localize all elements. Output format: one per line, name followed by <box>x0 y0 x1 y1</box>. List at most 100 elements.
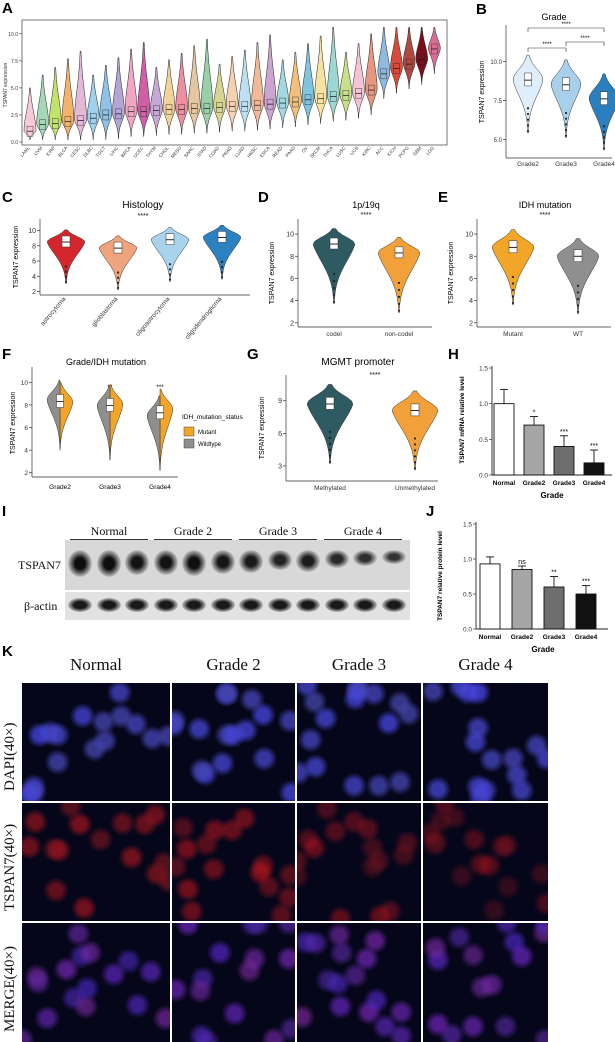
box-methylated <box>325 397 335 410</box>
outlier-point <box>602 141 606 144</box>
y-tick-label: 0.5 <box>463 592 472 599</box>
violin-meso <box>175 53 188 135</box>
split-violin-mutant <box>59 382 74 451</box>
x-tick-label: GBM <box>412 145 423 156</box>
violin-unmethylated <box>391 390 439 471</box>
blot-band-tspan7 <box>125 550 149 575</box>
x-tick-label: KIRP <box>45 145 56 156</box>
x-tick-label: SKCM <box>309 145 321 159</box>
panel-c-ylabel: TSPAN7 expression <box>13 226 20 289</box>
x-tick-label: glioblastoma <box>91 295 120 328</box>
x-tick-label: Grade2 <box>511 634 534 641</box>
panel-a-chart: 0.0 2.5 5.0 7.5 10.0 LAML UVM KIRP BLCA CESC DLBC… <box>3 19 448 159</box>
y-tick-label: 0.0 <box>463 627 472 634</box>
x-tick-label: TGCT <box>95 145 107 158</box>
outlier-point <box>413 449 417 452</box>
violin-glioblastoma <box>99 235 137 291</box>
y-tick-label: 9 <box>278 398 282 405</box>
outlier-point <box>576 291 580 294</box>
blot-band-bactin <box>153 598 178 612</box>
y-tick-label: 0.5 <box>479 437 488 444</box>
y-tick-label: 1.0 <box>463 557 472 564</box>
x-tick-label: COAD <box>208 145 221 159</box>
violin-sarc <box>188 45 201 134</box>
micro-tile <box>297 923 421 1042</box>
box-grade2 <box>524 72 532 87</box>
bar-grade4 <box>583 462 605 476</box>
violin-ucec <box>137 42 150 137</box>
outlier-point <box>64 280 68 283</box>
y-tick-label: 7.5 <box>494 99 503 105</box>
y-tick-label: 4 <box>469 298 473 305</box>
x-tick-label: Grade3 <box>553 480 576 487</box>
outlier-point <box>526 124 530 127</box>
box-glioblastoma <box>113 241 123 254</box>
y-tick-label: 4 <box>24 448 28 455</box>
y-tick-label: 2.5 <box>11 113 18 119</box>
outlier-point <box>168 278 172 281</box>
outlier-point <box>168 268 172 271</box>
panel-g-significance: **** <box>370 372 381 379</box>
split-violin-mutant <box>159 388 174 471</box>
violin-blca <box>61 58 75 141</box>
blot-band-bactin <box>68 598 92 612</box>
panel-j-ylabel: TSPAN7 relative protein level <box>437 531 444 621</box>
outlier-point <box>511 275 515 279</box>
violin-thca <box>327 27 340 122</box>
box-non-codel <box>394 246 404 259</box>
outlier-point <box>220 260 224 263</box>
blot-row-bactin: β-actin <box>24 599 58 613</box>
panel-label-j: J <box>426 503 435 520</box>
x-tick-label: PAAD <box>284 145 296 158</box>
blot-band-tspan7 <box>68 550 92 577</box>
outlier-point <box>397 295 401 298</box>
y-tick-label: 3 <box>278 463 282 470</box>
violin-lgg <box>428 27 441 75</box>
micro-tile <box>297 803 421 921</box>
outlier-point <box>64 265 68 268</box>
outlier-point <box>64 275 68 278</box>
blot-band-bactin <box>296 598 320 612</box>
box-grade4 <box>156 405 164 420</box>
panel-j-xlabel: Grade <box>531 645 555 654</box>
x-tick-label: non-codel <box>385 331 414 338</box>
y-tick-label: 10 <box>28 228 36 235</box>
outlier-point <box>511 301 515 305</box>
violin-ucs <box>352 43 365 119</box>
x-tick-label: LGG <box>425 145 435 156</box>
outlier-point <box>526 112 530 116</box>
violin-methylated <box>306 384 354 465</box>
outlier-point <box>168 273 172 276</box>
violin-esca <box>263 34 277 130</box>
x-tick-label: THYM <box>145 145 157 158</box>
blot-band-bactin <box>324 598 349 612</box>
legend-swatch-mutant <box>183 426 195 437</box>
panel-label-c: C <box>2 189 13 206</box>
violin-oligoastrocytoma <box>151 227 189 282</box>
violin-pcpg <box>402 27 416 90</box>
outlier-point <box>332 293 336 297</box>
x-tick-label: Grade2 <box>49 484 71 491</box>
x-tick-label: STAD <box>196 145 208 158</box>
panel-e-title: IDH mutation <box>519 200 572 210</box>
box-grade3 <box>106 398 114 412</box>
split-violin-mutant <box>109 384 124 460</box>
x-tick-label: LUAD <box>234 145 246 158</box>
violin-luad <box>238 49 252 132</box>
x-tick-label: WT <box>573 331 583 338</box>
outlier-point <box>332 286 336 290</box>
x-tick-label: Grade3 <box>543 634 566 641</box>
panel-j-chart: 0.00.51.01.5 ns***** Normal Grade2 Grade3 G… <box>437 522 608 654</box>
x-tick-label: Normal <box>479 634 502 641</box>
panel-a-frame <box>21 19 448 146</box>
outlier-point <box>328 460 332 463</box>
blot-membrane-tspan7 <box>65 540 410 590</box>
x-tick-label: PCPG <box>398 145 410 159</box>
violin-coad <box>213 63 226 133</box>
outlier-point <box>413 437 417 440</box>
blot-band-tspan7 <box>182 550 206 576</box>
violin-paad <box>289 51 302 128</box>
outlier-point <box>220 271 224 274</box>
y-tick-label: 7.5 <box>11 59 18 65</box>
